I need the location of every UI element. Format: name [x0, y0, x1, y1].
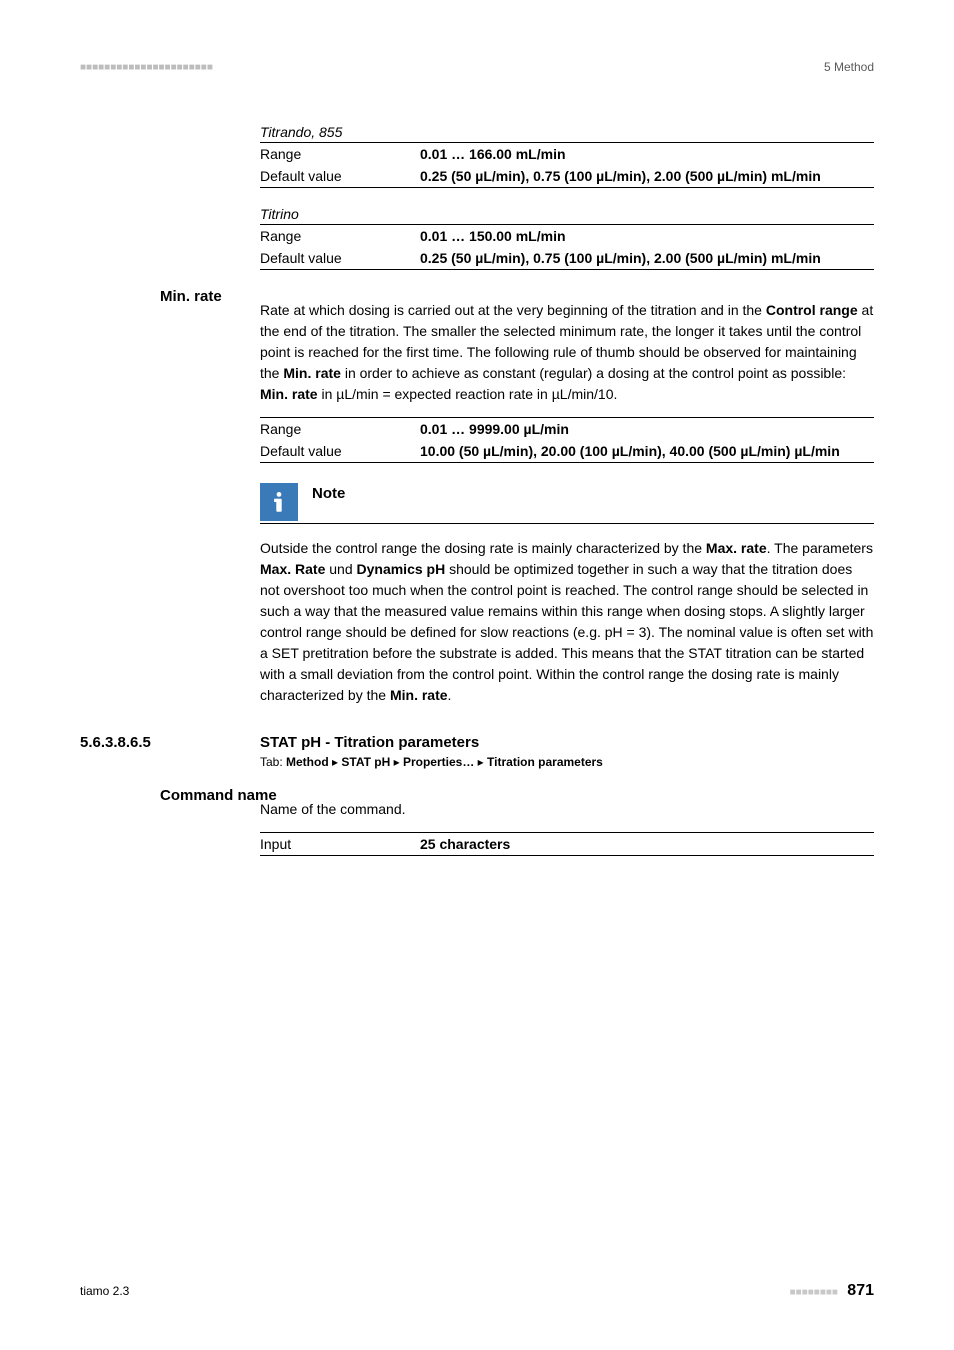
device1-table: Range 0.01 … 166.00 mL/min Default value…: [260, 142, 874, 188]
device2-name: Titrino: [260, 206, 874, 222]
tab-p2: STAT pH: [341, 755, 390, 769]
footer-dots: ■■■■■■■■: [790, 1287, 838, 1298]
minrate-body-mid2: in order to achieve as constant (regular…: [341, 365, 846, 381]
tab-label: Tab:: [260, 755, 286, 769]
tab-sep1: ▸: [329, 755, 342, 769]
page-header: ■■■■■■■■■■■■■■■■■■■■■■ 5 Method: [80, 60, 874, 74]
note-m1: . The parameters: [767, 540, 873, 556]
note-b1: Max. rate: [706, 540, 767, 556]
command-input-value: 25 characters: [420, 833, 874, 856]
command-input-label: Input: [260, 833, 420, 856]
minrate-body-bold1: Control range: [766, 302, 858, 318]
tab-p1: Method: [286, 755, 329, 769]
note-pre: Outside the control range the dosing rat…: [260, 540, 706, 556]
section-header: 5.6.3.8.6.5 STAT pH - Titration paramete…: [80, 734, 874, 751]
tab-p3: Properties…: [403, 755, 474, 769]
minrate-default-value: 10.00 (50 µL/min), 20.00 (100 µL/min), 4…: [420, 440, 874, 463]
section-number: 5.6.3.8.6.5: [80, 734, 260, 751]
minrate-range-value: 0.01 … 9999.00 µL/min: [420, 418, 874, 441]
note-m2: und: [325, 561, 356, 577]
note-b3: Dynamics pH: [357, 561, 446, 577]
minrate-body-post: in µL/min = expected reaction rate in µL…: [318, 386, 618, 402]
minrate-heading: Min. rate: [160, 288, 222, 305]
device1-default-value: 0.25 (50 µL/min), 0.75 (100 µL/min), 2.0…: [420, 165, 874, 188]
device2-default-label: Default value: [260, 247, 420, 270]
device1-default-label: Default value: [260, 165, 420, 188]
minrate-body: Rate at which dosing is carried out at t…: [260, 300, 874, 405]
note-title: Note: [312, 483, 345, 502]
info-icon: [260, 483, 298, 521]
device1-name: Titrando, 855: [260, 124, 874, 140]
note-m3: should be optimized together in such a w…: [260, 561, 873, 703]
tab-sep3: ▸: [474, 755, 487, 769]
footer-left: tiamo 2.3: [80, 1284, 129, 1298]
page-footer: tiamo 2.3 ■■■■■■■■ 871: [80, 1282, 874, 1300]
device2-range-value: 0.01 … 150.00 mL/min: [420, 225, 874, 248]
note-body: Outside the control range the dosing rat…: [260, 538, 874, 706]
header-section-label: 5 Method: [824, 60, 874, 74]
minrate-body-bold2: Min. rate: [283, 365, 341, 381]
note-m4: .: [448, 687, 452, 703]
header-dots: ■■■■■■■■■■■■■■■■■■■■■■: [80, 62, 213, 73]
command-heading: Command name: [160, 787, 277, 804]
command-body: Name of the command.: [260, 799, 874, 820]
tab-breadcrumb: Tab: Method ▸ STAT pH ▸ Properties… ▸ Ti…: [260, 755, 874, 769]
section-title: STAT pH - Titration parameters: [260, 734, 479, 751]
minrate-default-label: Default value: [260, 440, 420, 463]
minrate-body-bold3: Min. rate: [260, 386, 318, 402]
device1-range-label: Range: [260, 143, 420, 166]
minrate-range-label: Range: [260, 418, 420, 441]
device2-range-label: Range: [260, 225, 420, 248]
device2-table: Range 0.01 … 150.00 mL/min Default value…: [260, 224, 874, 270]
note-box: Note Outside the control range the dosin…: [260, 483, 874, 706]
note-b4: Min. rate: [390, 687, 448, 703]
note-b2: Max. Rate: [260, 561, 325, 577]
command-table: Input 25 characters: [260, 832, 874, 856]
tab-sep2: ▸: [390, 755, 403, 769]
device1-range-value: 0.01 … 166.00 mL/min: [420, 143, 874, 166]
device2-default-value: 0.25 (50 µL/min), 0.75 (100 µL/min), 2.0…: [420, 247, 874, 270]
minrate-body-pre: Rate at which dosing is carried out at t…: [260, 302, 766, 318]
minrate-table: Range 0.01 … 9999.00 µL/min Default valu…: [260, 417, 874, 463]
page-number: 871: [847, 1282, 874, 1299]
tab-p4: Titration parameters: [487, 755, 603, 769]
